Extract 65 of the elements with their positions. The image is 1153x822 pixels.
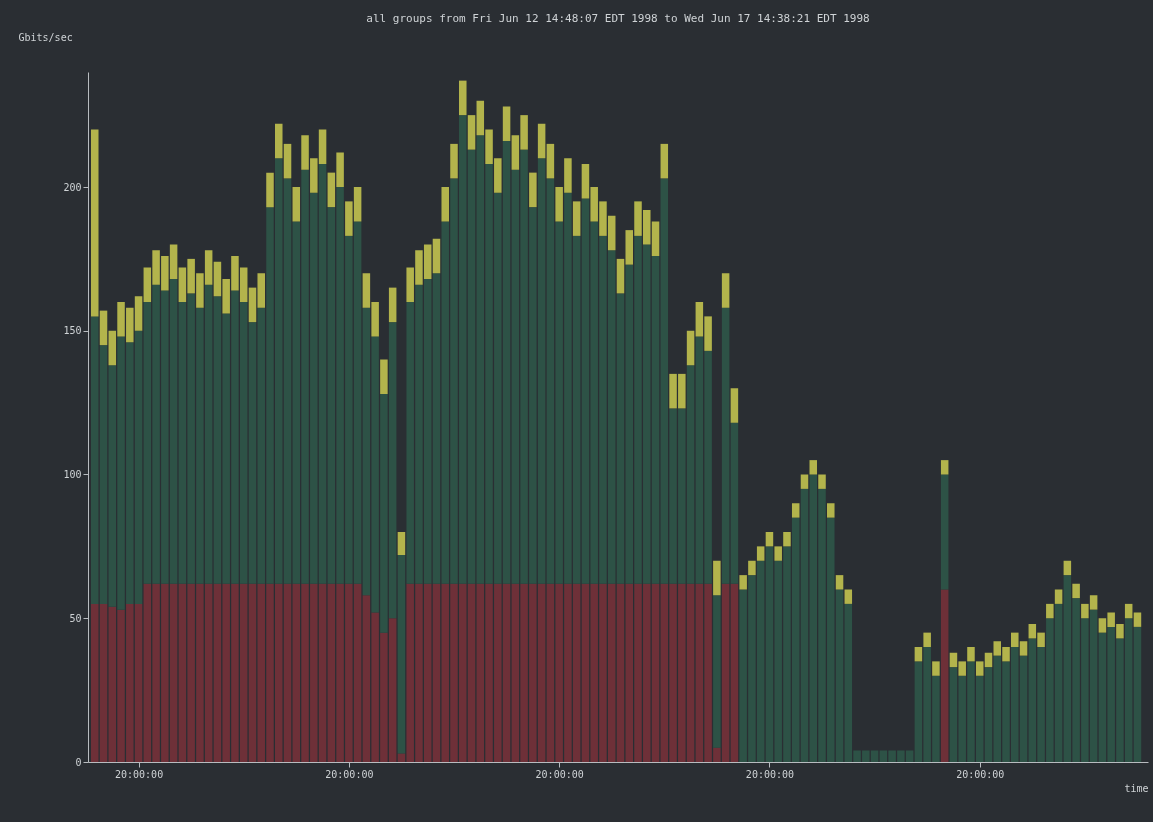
y-tick-label: 200 — [63, 181, 82, 193]
bar — [1072, 583, 1080, 599]
bar — [660, 143, 669, 179]
bar — [459, 80, 467, 116]
bar — [502, 106, 511, 141]
bar — [1124, 603, 1133, 619]
bar — [827, 503, 835, 518]
bar — [546, 143, 555, 179]
x-tick-label: 20:00:00 — [325, 768, 374, 780]
bar — [1046, 603, 1054, 619]
bar — [809, 460, 818, 475]
bar — [756, 546, 765, 561]
bar — [914, 647, 923, 662]
y-tick-label: 0 — [75, 756, 82, 768]
bar — [975, 661, 984, 676]
bar — [932, 661, 940, 676]
bar — [730, 388, 739, 423]
bar — [713, 560, 721, 596]
bar — [748, 560, 756, 576]
bar — [791, 503, 800, 518]
y-tick-label: 150 — [63, 325, 82, 337]
bar — [441, 187, 449, 222]
bar — [450, 143, 458, 179]
y-axis-title: Gbits/sec — [18, 31, 73, 43]
bar — [397, 532, 406, 555]
x-tick-label: 20:00:00 — [114, 768, 164, 780]
bar — [730, 422, 739, 584]
bar — [774, 546, 782, 561]
bar — [739, 575, 747, 590]
bar — [266, 172, 274, 208]
bar — [923, 632, 931, 647]
bar — [940, 474, 949, 590]
x-axis-title: time — [1124, 782, 1149, 794]
bar — [537, 123, 546, 159]
bar — [388, 287, 397, 323]
y-tick-label: 50 — [69, 612, 82, 624]
chart-title: all groups from Fri Jun 12 14:48:07 EDT 1998 to Wed Jun 17 14:38:21 EDT 1998 — [366, 12, 870, 25]
bar — [730, 583, 739, 762]
bar — [686, 330, 695, 366]
bar — [844, 589, 853, 604]
bar — [835, 575, 844, 590]
bar — [380, 359, 388, 394]
bar — [1063, 560, 1072, 576]
bar — [529, 172, 537, 208]
bar — [1054, 589, 1063, 604]
bar — [800, 474, 809, 489]
bar — [940, 460, 949, 475]
bar — [1133, 612, 1142, 627]
x-tick-label: 20:00:00 — [535, 768, 584, 780]
bar — [721, 273, 730, 308]
x-tick-label: 20:00:00 — [956, 768, 1005, 780]
bar — [292, 187, 301, 222]
bar — [713, 595, 721, 748]
bar — [572, 201, 581, 236]
y-tick-label: 100 — [63, 469, 82, 480]
bar — [940, 589, 949, 762]
bar — [818, 474, 826, 489]
bar — [783, 532, 791, 547]
x-tick-label: 20:00:00 — [745, 768, 795, 780]
bar — [1133, 626, 1142, 762]
bar — [721, 307, 730, 584]
bar — [765, 532, 774, 547]
bar — [967, 647, 975, 662]
bar — [467, 115, 476, 150]
bar — [432, 238, 441, 274]
